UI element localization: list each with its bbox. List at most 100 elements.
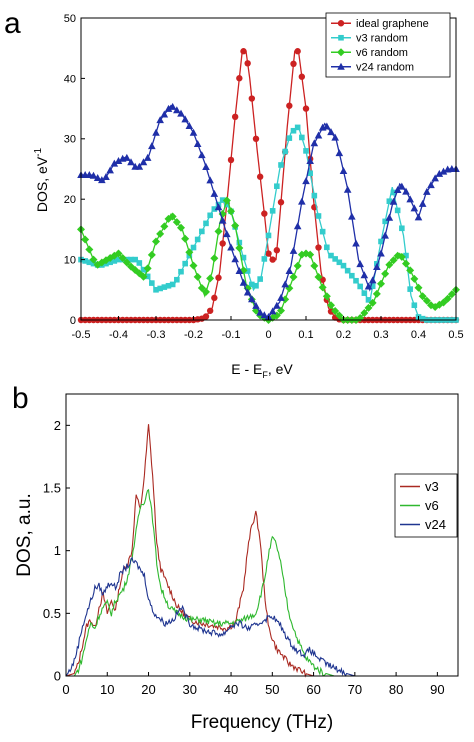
data-point [152,237,160,246]
x-tick-label: 0.1 [298,329,313,341]
x-tick-label: 10 [100,682,114,697]
data-point [148,142,156,150]
data-point [410,204,419,212]
data-point [277,293,285,301]
data-point [252,135,260,142]
data-point [397,252,406,261]
data-point [290,127,297,134]
data-point [249,281,255,288]
series-v3 [65,424,458,678]
y-tick-label: 40 [64,73,76,85]
data-point [322,292,331,301]
panel-b: b 0 10 20 30 40 50 60 70 80 90 0 0.5 1 1.5 2 Frequenc… [12,382,459,733]
data-point [118,254,127,263]
y-tick-label: 50 [64,13,76,25]
data-point [389,256,398,265]
data-point [185,122,194,130]
data-point [89,171,98,179]
x-tick-label: 60 [306,682,320,697]
panel-b-y-axis-title: DOS, a.u. [14,493,35,576]
legend-label: v24 [425,517,446,532]
data-point [256,308,264,316]
panel-a-x-ticks: -0.5 -0.4 -0.3 -0.2 -0.1 0 0.1 0.2 0.3 0.4 0.5 [72,316,464,341]
data-point [318,283,327,292]
data-point [331,307,340,316]
data-point [227,156,235,164]
data-point [111,258,118,264]
data-point [315,213,322,219]
data-point [311,192,318,199]
data-point [214,203,223,211]
data-point [194,236,201,243]
x-tick-label: 0 [265,329,271,341]
data-point [431,174,439,182]
series-line-v3-random [80,125,456,321]
data-point [389,197,398,205]
data-point [306,156,314,164]
x-tick-label: 0.4 [411,329,426,341]
data-point [277,199,285,206]
data-point [410,274,419,283]
data-point [314,131,323,139]
data-point [360,308,369,317]
data-point [422,296,431,305]
data-point [135,162,144,170]
panel-b-plot-area [65,424,458,678]
data-point [323,122,331,130]
y-tick-label: 20 [64,194,76,206]
data-point [302,105,310,112]
data-point [203,220,209,227]
data-point [360,271,369,279]
data-point [353,277,359,284]
data-point [235,267,244,275]
data-point [211,294,218,302]
series-v24 [65,556,458,677]
x-tick-label: -0.4 [109,329,128,341]
series-line-v24 [65,556,458,677]
data-point [378,238,384,245]
data-point [253,282,259,289]
data-point [206,274,215,283]
data-point [340,262,347,269]
data-point [419,315,426,322]
series-line-v3 [65,424,458,678]
data-point [331,133,339,141]
data-point [394,207,401,214]
x-tick-label: -0.2 [184,329,203,341]
data-point [273,247,281,254]
data-point [86,259,93,266]
data-point [178,268,184,275]
x-tick-label: -0.5 [72,329,91,341]
data-point [443,294,452,303]
data-point [219,240,226,247]
data-point [139,158,148,166]
data-point [393,185,402,193]
data-point [202,313,210,320]
data-point [369,283,376,290]
data-point [243,288,252,296]
data-point [418,292,427,301]
data-point [240,48,247,55]
data-point [244,60,251,67]
legend-label: v24 random [356,62,414,74]
data-point [382,218,388,225]
data-point [160,110,169,118]
panel-a: a -0.5 -0.4 -0.3 -0.2 -0.1 0 0.1 0.2 0.3 0.4 0.5 0… [4,7,464,380]
data-point [256,173,264,180]
data-point [335,311,344,320]
data-point [286,102,293,109]
x-tick-label: 0.2 [336,329,351,341]
data-point [143,153,152,161]
data-point [81,235,90,244]
y-tick-label: 1 [54,543,61,558]
data-point [335,149,344,157]
data-point [332,256,338,262]
data-point [139,272,148,281]
data-point [302,177,310,185]
data-point [377,279,385,288]
data-point [90,260,97,267]
legend-label: v6 random [356,47,408,59]
data-point [89,255,98,264]
data-point [377,249,385,257]
data-point [114,156,123,164]
